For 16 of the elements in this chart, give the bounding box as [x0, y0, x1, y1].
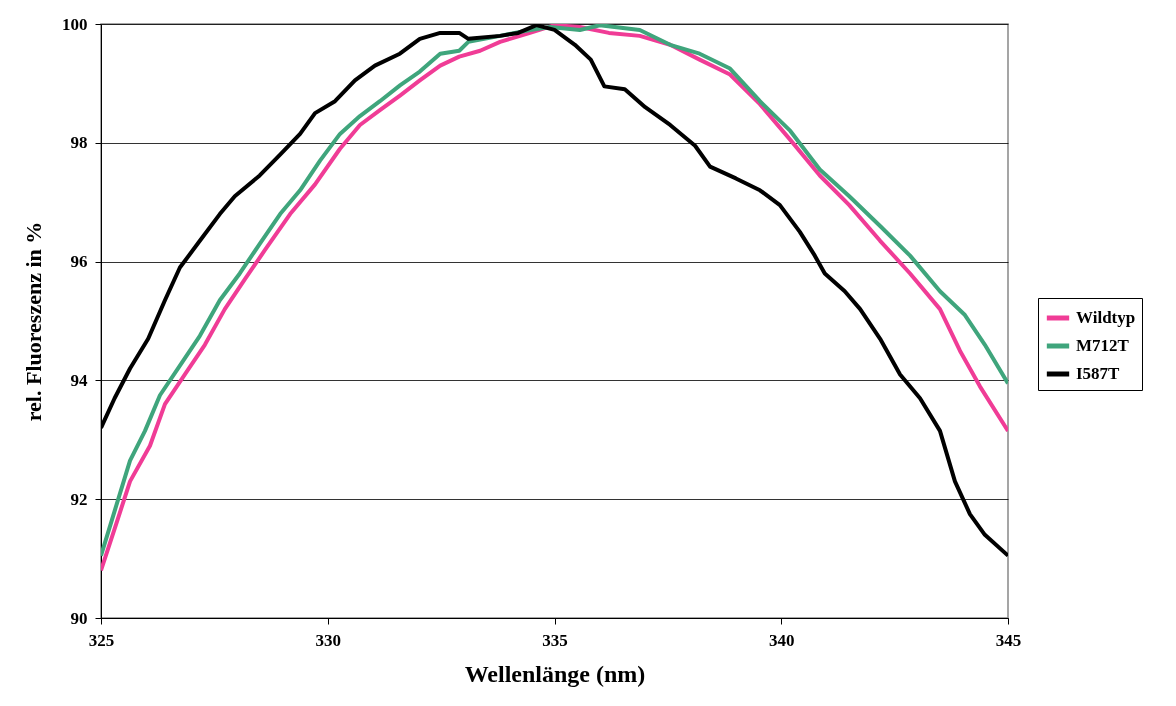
y-tick-label: 98	[70, 133, 88, 153]
x-tick-label: 325	[88, 630, 115, 650]
x-tick-label: 340	[769, 630, 795, 650]
y-tick-label: 90	[70, 608, 88, 628]
x-tick-label: 335	[542, 630, 568, 650]
legend-label: Wildtyp	[1076, 308, 1136, 327]
x-tick-label: 330	[315, 630, 341, 650]
y-axis-title: rel. Fluoreszenz in %	[21, 221, 46, 422]
legend-label: M712T	[1076, 336, 1130, 355]
y-tick-label: 92	[70, 489, 88, 509]
y-tick-label: 100	[62, 14, 88, 34]
x-axis-title: Wellenlänge (nm)	[464, 660, 646, 687]
x-tick-label: 345	[995, 630, 1022, 650]
y-tick-label: 96	[70, 252, 88, 272]
y-tick-label: 94	[70, 370, 88, 390]
legend-label: I587T	[1076, 364, 1121, 383]
